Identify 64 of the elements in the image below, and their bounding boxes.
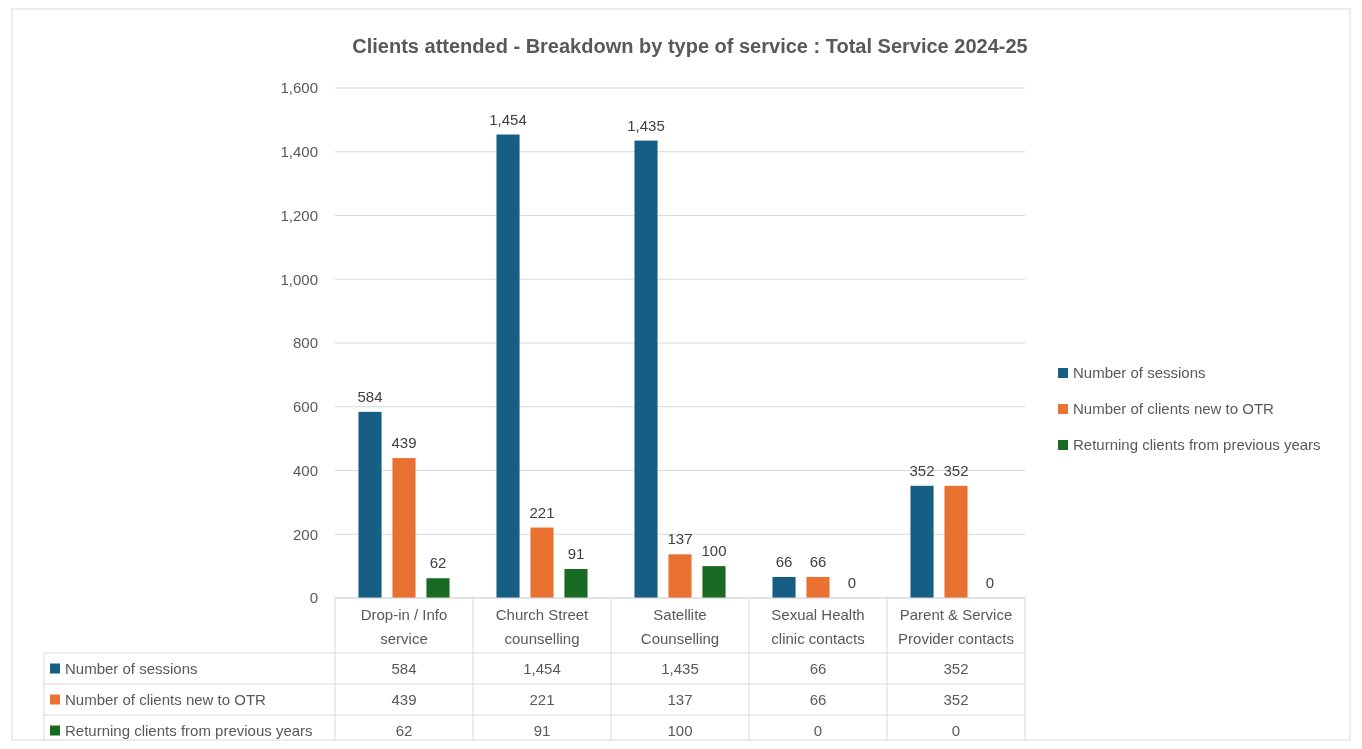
- text: 137: [667, 530, 693, 548]
- data-label: 137: [667, 690, 693, 708]
- y-tick-label: 1,200: [280, 206, 318, 224]
- bar: [702, 566, 726, 598]
- data-label: 1,435: [661, 659, 699, 677]
- bar: [772, 576, 796, 598]
- bar: [944, 485, 968, 598]
- text: 352: [943, 461, 969, 479]
- data-label: 62: [395, 721, 413, 739]
- x-tick-label: Satellite Counselling: [640, 606, 720, 647]
- text: 0: [985, 574, 995, 591]
- bar: [634, 140, 658, 598]
- legend-label: Returning clients from previous years: [65, 721, 313, 739]
- text: Number of clients new to OTR: [65, 690, 266, 708]
- data-label: 0: [813, 721, 823, 739]
- y-tick-label: 1,400: [280, 143, 318, 160]
- data-label: 352: [943, 690, 969, 708]
- data-label: 66: [809, 690, 827, 708]
- text: 62: [429, 554, 447, 572]
- data-label: 221: [529, 690, 555, 708]
- text: 1,435: [627, 116, 665, 134]
- y-tick-label: 1,000: [280, 270, 318, 288]
- data-label: 91: [533, 721, 551, 739]
- bar: [392, 458, 416, 598]
- bar: [530, 527, 554, 598]
- text: 66: [809, 552, 827, 570]
- x-tick-label: Sexual Health clinic contacts: [771, 606, 865, 647]
- data-label: 100: [667, 721, 693, 739]
- y-tick-label: 200: [292, 525, 318, 543]
- data-label: 66: [809, 659, 827, 677]
- legend-label: Number of sessions: [1073, 364, 1206, 382]
- data-label: 439: [391, 690, 417, 708]
- data-label: 352: [943, 659, 969, 677]
- text: Number of sessions: [65, 659, 198, 677]
- bar: [806, 576, 830, 598]
- bar: [496, 134, 520, 598]
- y-tick-label: 800: [292, 334, 318, 352]
- data-label: 0: [951, 721, 961, 739]
- text: 221: [529, 503, 555, 521]
- bar: [426, 578, 450, 598]
- text: 352: [909, 461, 935, 479]
- text: 1,454: [489, 110, 527, 128]
- text: Returning clients from previous years: [1073, 436, 1321, 454]
- text: 439: [391, 434, 417, 452]
- bar: [564, 568, 588, 598]
- x-tick-label: Parent & Service Provider contacts: [898, 606, 1014, 647]
- x-tick-label: Drop-in / Info service: [360, 606, 448, 647]
- y-tick-label: 400: [292, 461, 318, 479]
- text: 66: [775, 552, 793, 570]
- bar: [910, 485, 934, 598]
- y-tick-label: 600: [292, 398, 318, 415]
- bar: [358, 411, 382, 598]
- text: 100: [701, 542, 727, 560]
- legend-label: Number of clients new to OTR: [1073, 400, 1275, 418]
- text: 584: [357, 387, 383, 405]
- data-label: 584: [391, 659, 417, 677]
- text: 0: [847, 574, 857, 591]
- text: 91: [567, 544, 585, 562]
- bar: [668, 554, 692, 598]
- x-tick-label: Church Street counselling: [495, 606, 590, 647]
- chart-title: Clients attended - Breakdown by type of service : Total Service 2024-25: [352, 35, 1028, 57]
- y-tick-label: 1,600: [280, 79, 318, 97]
- y-tick-label: 0: [309, 589, 318, 607]
- data-label: 1,454: [523, 659, 561, 677]
